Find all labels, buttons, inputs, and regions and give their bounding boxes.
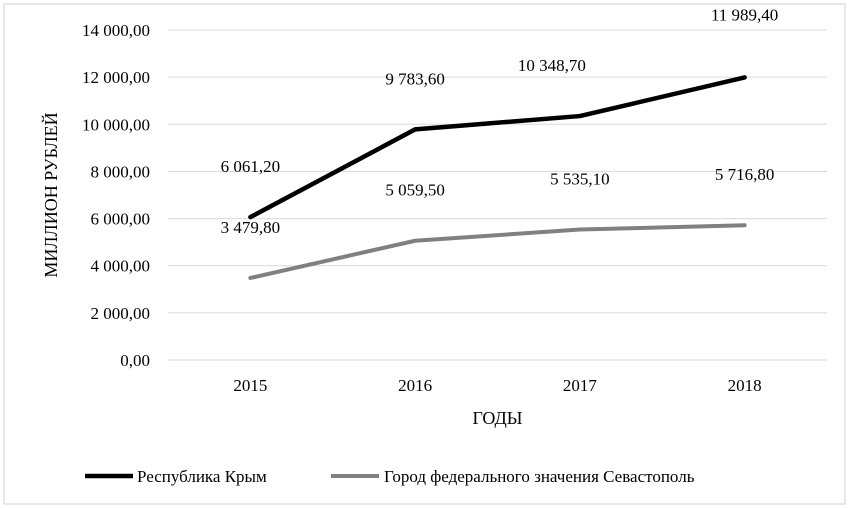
x-axis-ticks: 2015 2016 2017 2018 — [233, 376, 761, 395]
x-tick-label: 2018 — [728, 376, 762, 395]
data-label: 6 061,20 — [221, 157, 281, 176]
x-tick-label: 2016 — [398, 376, 432, 395]
data-label: 10 348,70 — [518, 56, 586, 75]
y-tick-label: 6 000,00 — [91, 210, 151, 229]
x-axis-title: ГОДЫ — [472, 408, 522, 428]
data-label: 9 783,60 — [385, 69, 445, 88]
series-lines — [248, 75, 747, 280]
series-line-1 — [248, 75, 747, 220]
legend-label: Город федерального значения Севастополь — [384, 467, 695, 486]
y-tick-label: 2 000,00 — [91, 304, 151, 323]
data-label: 11 989,40 — [711, 5, 778, 24]
data-label: 5 716,80 — [715, 165, 775, 184]
data-label: 5 535,10 — [550, 170, 610, 189]
y-tick-label: 4 000,00 — [91, 257, 151, 276]
y-tick-label: 12 000,00 — [82, 68, 150, 87]
y-tick-label: 14 000,00 — [82, 21, 150, 40]
legend-label: Республика Крым — [137, 467, 267, 486]
y-axis-ticks: 0,00 2 000,00 4 000,00 6 000,00 8 000,00 10 0… — [82, 21, 150, 370]
data-label: 3 479,80 — [221, 218, 281, 237]
legend: Республика Крым Город федерального значен… — [85, 467, 695, 486]
y-tick-label: 8 000,00 — [91, 162, 151, 181]
data-labels: 6 061,20 9 783,60 10 348,70 11 989,40 3 479,… — [221, 5, 779, 237]
x-tick-label: 2017 — [563, 376, 598, 395]
x-tick-label: 2015 — [233, 376, 267, 395]
y-axis-title: МИЛЛИОН РУБЛЕЙ — [41, 112, 61, 277]
series-line-2 — [248, 223, 747, 280]
y-tick-label: 0,00 — [120, 351, 150, 370]
data-label: 5 059,50 — [385, 181, 445, 200]
y-tick-label: 10 000,00 — [82, 115, 150, 134]
